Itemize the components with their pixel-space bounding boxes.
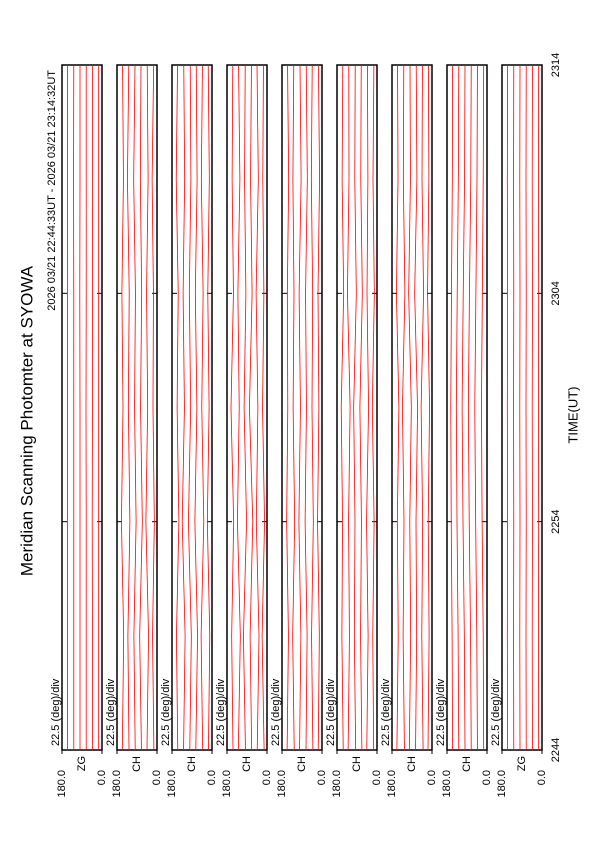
trace bbox=[340, 64, 345, 751]
panel-frame bbox=[116, 64, 158, 751]
y-tick-label: 0.0 bbox=[151, 770, 163, 785]
trace bbox=[139, 64, 143, 751]
trace bbox=[474, 64, 478, 751]
y-tick-label: 180.0 bbox=[386, 770, 398, 798]
trace bbox=[371, 64, 375, 751]
scale-label: 22.5 (deg)/div bbox=[435, 678, 447, 746]
trace bbox=[450, 64, 453, 751]
scale-label: 22.5 (deg)/div bbox=[325, 678, 337, 746]
y-tick-label: 180.0 bbox=[441, 770, 453, 798]
trace bbox=[145, 64, 149, 751]
x-tick-label: 2254 bbox=[550, 509, 562, 533]
trace bbox=[481, 64, 485, 751]
y-tick-label: 180.0 bbox=[276, 770, 288, 798]
trace bbox=[237, 64, 241, 751]
trace bbox=[175, 64, 180, 751]
trace bbox=[230, 64, 235, 751]
trace bbox=[461, 64, 466, 751]
scale-label: 22.5 (deg)/div bbox=[490, 678, 502, 746]
trace bbox=[127, 64, 131, 751]
trace bbox=[200, 64, 205, 751]
trace bbox=[414, 64, 418, 751]
trace bbox=[243, 64, 247, 751]
trace bbox=[402, 64, 406, 751]
y-tick-label: 0.0 bbox=[536, 770, 548, 785]
y-tick-label: 180.0 bbox=[111, 770, 123, 798]
channel-label: CH bbox=[461, 756, 473, 772]
x-tick-label: 2314 bbox=[550, 53, 562, 77]
y-tick-label: 0.0 bbox=[96, 770, 108, 785]
panel-frame bbox=[446, 64, 488, 751]
trace bbox=[366, 64, 369, 751]
y-tick-label: 0.0 bbox=[206, 770, 218, 785]
y-tick-label: 180.0 bbox=[496, 770, 508, 798]
trace bbox=[286, 64, 290, 751]
panel-frame bbox=[281, 64, 323, 751]
trace bbox=[317, 64, 320, 751]
trace bbox=[408, 64, 412, 751]
scale-label: 22.5 (deg)/div bbox=[270, 678, 282, 746]
trace bbox=[194, 64, 198, 751]
channel-label: ZG bbox=[76, 756, 88, 771]
trace bbox=[467, 64, 472, 751]
trace bbox=[347, 64, 351, 751]
y-tick-label: 180.0 bbox=[56, 770, 68, 798]
scale-label: 22.5 (deg)/div bbox=[50, 678, 62, 746]
scale-label: 22.5 (deg)/div bbox=[160, 678, 172, 746]
trace bbox=[249, 64, 254, 751]
trace bbox=[255, 64, 260, 751]
trace bbox=[396, 64, 400, 751]
trace bbox=[206, 64, 211, 751]
y-tick-label: 0.0 bbox=[481, 770, 493, 785]
trace bbox=[133, 64, 137, 751]
trace bbox=[188, 64, 192, 751]
channel-label: CH bbox=[406, 756, 418, 772]
trace bbox=[353, 64, 357, 751]
y-tick-label: 180.0 bbox=[331, 770, 343, 798]
trace bbox=[304, 64, 308, 751]
trace bbox=[455, 64, 460, 751]
scale-label: 22.5 (deg)/div bbox=[380, 678, 392, 746]
x-tick-label: 2244 bbox=[550, 738, 562, 762]
y-tick-label: 180.0 bbox=[166, 770, 178, 798]
trace bbox=[151, 64, 155, 751]
y-tick-label: 0.0 bbox=[426, 770, 438, 785]
panel-frame bbox=[501, 64, 543, 751]
channel-label: ZG bbox=[516, 756, 528, 771]
y-tick-label: 180.0 bbox=[221, 770, 233, 798]
trace bbox=[181, 64, 186, 751]
x-axis-label: TIME(UT) bbox=[565, 386, 580, 443]
panel-frame bbox=[171, 64, 213, 751]
scale-label: 22.5 (deg)/div bbox=[215, 678, 227, 746]
panel-frame bbox=[336, 64, 378, 751]
channel-label: CH bbox=[131, 756, 143, 772]
panel-frame bbox=[391, 64, 433, 751]
y-tick-label: 0.0 bbox=[261, 770, 273, 785]
trace bbox=[427, 64, 430, 751]
trace bbox=[292, 64, 296, 751]
channel-label: CH bbox=[241, 756, 253, 772]
trace bbox=[359, 64, 363, 751]
trace bbox=[420, 64, 424, 751]
trace bbox=[298, 64, 302, 751]
panel-frame bbox=[61, 64, 103, 751]
channel-label: CH bbox=[186, 756, 198, 772]
subtitle: 2026 03/21 22:44:33UT - 2026 03/21 23:14… bbox=[46, 70, 58, 311]
chart-title: Meridian Scanning Photomter at SYOWA bbox=[17, 265, 36, 576]
channel-label: CH bbox=[296, 756, 308, 772]
trace bbox=[261, 64, 265, 751]
x-tick-label: 2304 bbox=[550, 281, 562, 305]
scale-label: 22.5 (deg)/div bbox=[105, 678, 117, 746]
panel-frame bbox=[226, 64, 268, 751]
y-tick-label: 0.0 bbox=[371, 770, 383, 785]
y-tick-label: 0.0 bbox=[316, 770, 328, 785]
trace bbox=[310, 64, 314, 751]
rotated-plot: Meridian Scanning Photomter at SYOWA 202… bbox=[17, 53, 580, 798]
trace bbox=[121, 64, 125, 751]
channel-label: CH bbox=[351, 756, 363, 772]
